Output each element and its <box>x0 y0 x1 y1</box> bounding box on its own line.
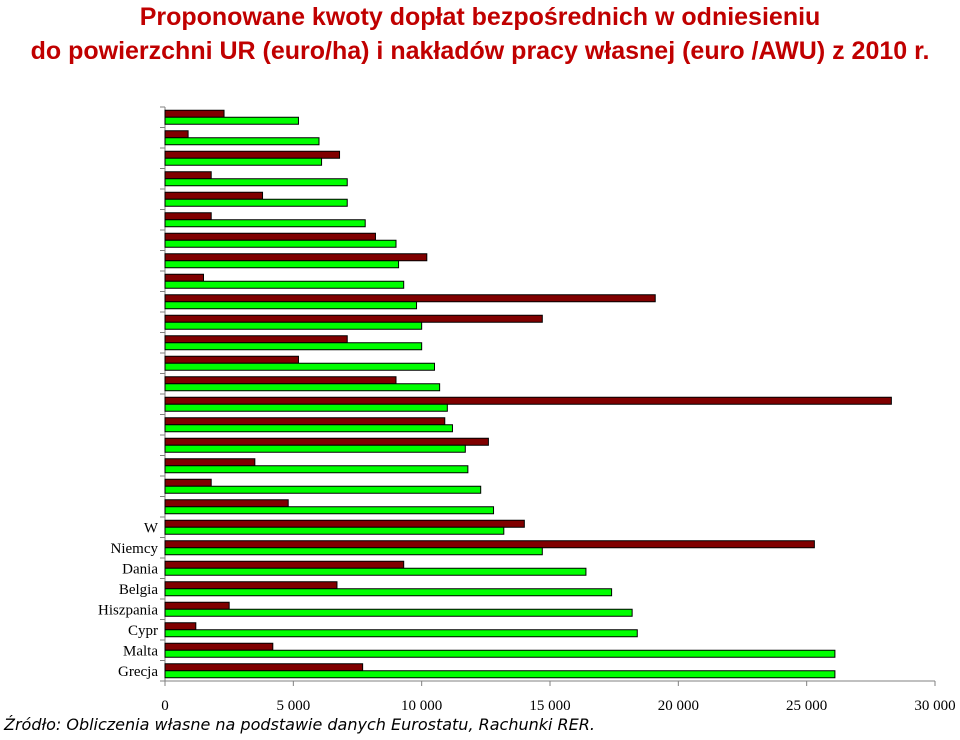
x-tick-label: 5 000 <box>276 698 310 714</box>
bar-series-2 <box>164 465 469 474</box>
bar-series-1 <box>164 417 446 426</box>
x-tick-label: 20 000 <box>658 698 699 714</box>
bar-series-1 <box>164 437 489 446</box>
bar-series-2 <box>164 280 405 289</box>
bar-series-1 <box>164 560 405 569</box>
bar-series-2 <box>164 629 638 638</box>
bar-series-1 <box>164 232 376 241</box>
bar-series-2 <box>164 506 495 515</box>
bar-series-2 <box>164 137 320 146</box>
bar-series-2 <box>164 670 836 679</box>
chart-title-line-2: do powierzchni UR (euro/ha) i nakładów p… <box>30 37 930 65</box>
bar-series-2 <box>164 219 366 228</box>
bar-series-1 <box>164 335 348 344</box>
x-tick-label: 25 000 <box>786 698 827 714</box>
chart-title-line-1: Proponowane kwoty dopłat bezpośrednich w… <box>139 3 821 31</box>
bar-series-1 <box>164 519 525 528</box>
bar-series-2 <box>164 260 400 269</box>
bar-series-2 <box>164 116 299 125</box>
y-tick-label: Belgia <box>119 582 158 598</box>
y-tick-label: Hiszpania <box>98 602 158 618</box>
y-tick-label: Niemcy <box>111 541 159 557</box>
y-tick-label: Grecja <box>118 664 158 680</box>
bar-series-1 <box>164 581 338 590</box>
bar-series-1 <box>164 109 225 118</box>
bar-series-2 <box>164 178 348 187</box>
x-tick-label: 0 <box>161 698 169 714</box>
bar-series-1 <box>164 499 289 508</box>
bar-series-2 <box>164 649 836 658</box>
bar-series-1 <box>164 130 189 139</box>
bar-series-1 <box>164 642 274 651</box>
bar-series-1 <box>164 150 341 159</box>
y-tick-label: Cypr <box>128 623 158 639</box>
bar-series-2 <box>164 362 435 371</box>
bar-series-2 <box>164 301 418 310</box>
bar-series-1 <box>164 478 212 487</box>
bar-series-2 <box>164 424 453 433</box>
bar-series-1 <box>164 212 212 221</box>
bar-series-1 <box>164 376 397 385</box>
bar-series-2 <box>164 383 441 392</box>
bar-series-1 <box>164 191 264 200</box>
y-tick-label: W <box>144 520 159 536</box>
bar-series-1 <box>164 355 299 364</box>
bar-series-1 <box>164 622 197 631</box>
y-tick-label: Dania <box>122 561 158 577</box>
bar-series-2 <box>164 588 613 597</box>
bar-series-1 <box>164 396 892 405</box>
bar-series-2 <box>164 342 423 351</box>
bar-series-2 <box>164 567 587 576</box>
bar-series-2 <box>164 608 633 617</box>
bar-series-1 <box>164 663 364 672</box>
bar-series-2 <box>164 444 466 453</box>
bar-series-1 <box>164 540 815 549</box>
bar-series-2 <box>164 526 505 535</box>
bar-series-2 <box>164 547 543 556</box>
bar-series-2 <box>164 157 323 166</box>
y-tick-label: Malta <box>123 643 158 659</box>
bar-series-1 <box>164 294 656 303</box>
bar-series-1 <box>164 314 543 323</box>
bar-series-1 <box>164 601 230 610</box>
bar-series-1 <box>164 458 256 467</box>
x-tick-label: 10 000 <box>401 698 442 714</box>
bar-series-2 <box>164 239 397 248</box>
bar-series-2 <box>164 403 448 412</box>
bar-series-2 <box>164 485 482 494</box>
bar-series-2 <box>164 198 348 207</box>
x-tick-label: 30 000 <box>914 698 955 714</box>
bar-series-1 <box>164 171 212 180</box>
source-note: Źródło: Obliczenia własne na podstawie d… <box>4 715 595 734</box>
bar-series-2 <box>164 321 423 330</box>
bar-series-1 <box>164 273 204 282</box>
bar-series-1 <box>164 253 428 262</box>
x-tick-label: 15 000 <box>529 698 570 714</box>
